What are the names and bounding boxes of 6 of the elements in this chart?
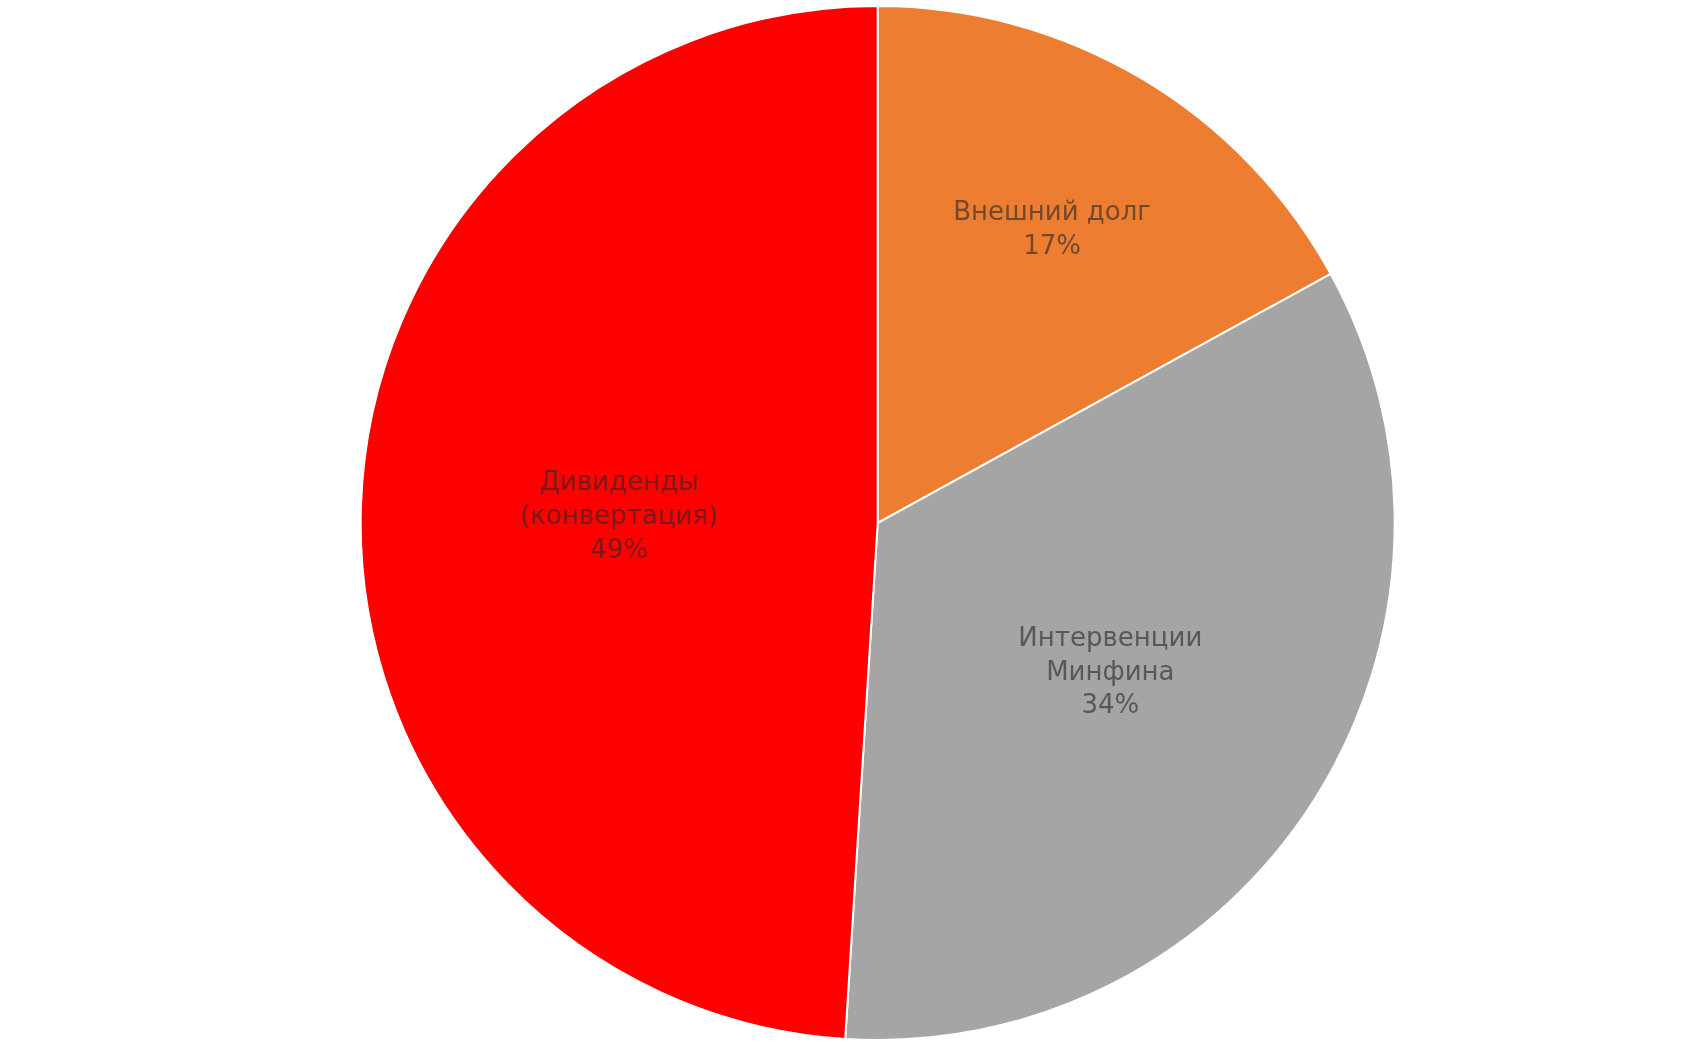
slice-label: Дивиденды (конвертация) [520,466,719,530]
slice-label: Внешний долг [953,196,1151,227]
data-label: 34% [1081,689,1140,720]
data-label: 17% [1023,230,1081,261]
data-label: 49% [590,533,649,564]
slice-label: Интервенции Минфина [1018,621,1203,686]
